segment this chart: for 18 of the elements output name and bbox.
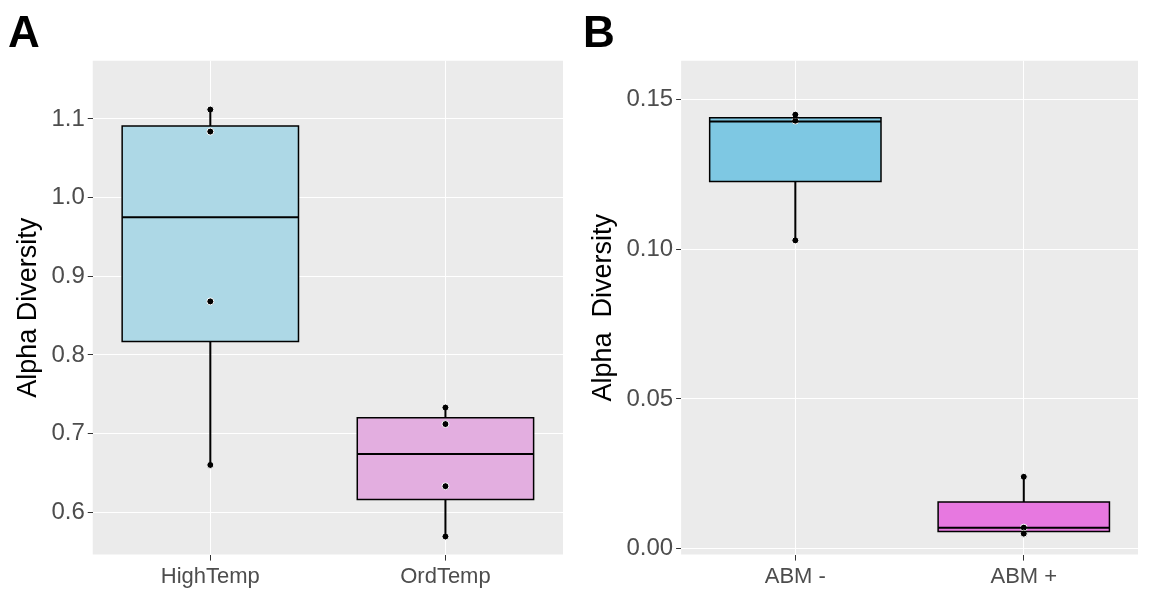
x-tick-label: HighTemp — [160, 562, 260, 588]
y-tick-label: 1.1 — [51, 103, 85, 131]
y-axis-title: Alpha Diversity — [586, 213, 617, 402]
x-tick-label: OrdTemp — [400, 562, 491, 588]
x-tick-label: ABM - — [764, 562, 826, 588]
y-tick-label: 0.8 — [51, 339, 85, 367]
y-tick-label: 1.0 — [51, 182, 85, 210]
chart-title: A — [8, 6, 40, 56]
y-tick-label: 0.7 — [51, 418, 85, 446]
y-tick-label: 0.9 — [51, 260, 85, 288]
y-tick-label: 0.15 — [626, 84, 674, 112]
y-tick-label: 0.05 — [626, 383, 674, 411]
y-axis-title: Alpha Diversity — [11, 217, 42, 398]
y-tick-label: 0.10 — [626, 233, 674, 261]
y-tick-label: 0.00 — [626, 533, 674, 561]
chart-title: B — [583, 6, 615, 56]
y-tick-label: 0.6 — [51, 496, 85, 524]
x-tick-label: ABM + — [990, 562, 1058, 588]
